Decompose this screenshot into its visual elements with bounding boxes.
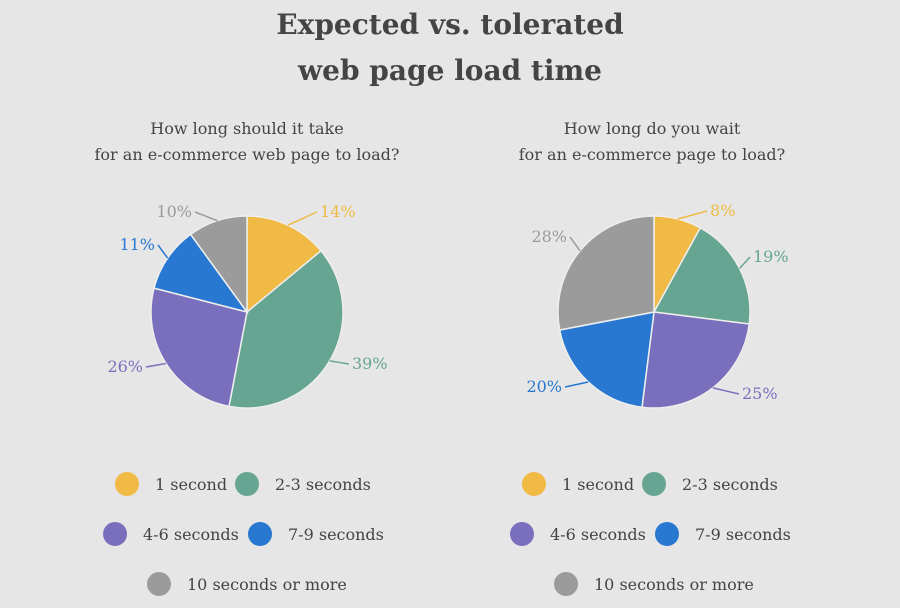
pie-1-slice-3 [558, 311, 655, 409]
pie-0-leader-4 [194, 211, 218, 222]
legend-swatch-icon [115, 472, 139, 496]
legend-1-item-3: 7-9 seconds [655, 522, 791, 546]
pie-0-data-label-4: 10% [156, 202, 192, 221]
legend-0-item-4: 10 seconds or more [147, 572, 347, 596]
legend-1-item-1: 2-3 seconds [642, 472, 778, 496]
legend-0-item-1: 2-3 seconds [235, 472, 371, 496]
pie-1-leader-4 [569, 236, 581, 252]
pie-1-data-label-1: 19% [753, 247, 789, 266]
pie-0-data-label-0: 14% [320, 202, 356, 221]
legend-swatch-icon [147, 572, 171, 596]
chart-title: Expected vs. tolerated web page load tim… [0, 2, 900, 94]
pie-1-leader-0 [677, 210, 708, 220]
legend-0-item-3: 7-9 seconds [248, 522, 384, 546]
pie-0-slice-0 [246, 215, 323, 314]
legend-0-item-0: 1 second [115, 472, 227, 496]
right-subtitle-line-2: for an e-commerce page to load? [518, 145, 786, 164]
legend-swatch-icon [510, 522, 534, 546]
legend-swatch-icon [655, 522, 679, 546]
pie-0-leader-1 [329, 360, 350, 365]
pie-1-slice-4 [557, 215, 655, 331]
left-subtitle-line-2: for an e-commerce web page to load? [94, 145, 400, 164]
left-subtitle-line-1: How long should it take [150, 119, 344, 138]
pie-1-data-label-0: 8% [710, 201, 735, 220]
legend-swatch-icon [248, 522, 272, 546]
legend-label: 10 seconds or more [594, 574, 754, 594]
pie-1-slice-2 [641, 311, 751, 409]
legend-label: 7-9 seconds [695, 524, 791, 544]
title-line-2: web page load time [298, 54, 602, 87]
legend-label: 1 second [155, 474, 228, 494]
legend-label: 1 second [562, 474, 635, 494]
pie-1-leader-3 [564, 381, 589, 388]
pie-1-leader-2 [712, 387, 740, 395]
legend-label: 4-6 seconds [143, 524, 239, 544]
right-subtitle-line-1: How long do you wait [563, 119, 741, 138]
legend-label: 4-6 seconds [550, 524, 646, 544]
left-subtitle: How long should it take for an e-commerc… [47, 116, 447, 168]
title-line-1: Expected vs. tolerated [276, 8, 624, 41]
pie-0-leader-3 [157, 244, 169, 259]
pie-1-leader-1 [738, 256, 751, 269]
legend-label: 2-3 seconds [682, 474, 778, 494]
pie-0-data-label-1: 39% [352, 354, 388, 373]
legend-swatch-icon [554, 572, 578, 596]
legend-swatch-icon [642, 472, 666, 496]
legend-swatch-icon [235, 472, 259, 496]
pie-1-data-label-4: 28% [531, 227, 567, 246]
right-subtitle: How long do you wait for an e-commerce p… [452, 116, 852, 168]
pie-0-leader-2 [145, 362, 167, 368]
legend-swatch-icon [522, 472, 546, 496]
legend-0-item-2: 4-6 seconds [103, 522, 239, 546]
pie-0-slice-3 [153, 233, 249, 314]
pie-1-slice-1 [652, 226, 751, 325]
legend-1-item-4: 10 seconds or more [554, 572, 754, 596]
pie-0-data-label-3: 11% [119, 235, 155, 254]
pie-0-slice-4 [189, 215, 248, 315]
legend-swatch-icon [103, 522, 127, 546]
pie-0-data-label-2: 26% [107, 357, 143, 376]
legend-label: 2-3 seconds [275, 474, 371, 494]
legend-label: 7-9 seconds [288, 524, 384, 544]
pie-0-leader-0 [287, 211, 318, 226]
legend-1-item-0: 1 second [522, 472, 634, 496]
legend-label: 10 seconds or more [187, 574, 347, 594]
pie-0-slice-1 [228, 249, 344, 409]
pie-1-data-label-2: 25% [742, 384, 778, 403]
legend-1-item-2: 4-6 seconds [510, 522, 646, 546]
pie-1-data-label-3: 20% [526, 377, 562, 396]
